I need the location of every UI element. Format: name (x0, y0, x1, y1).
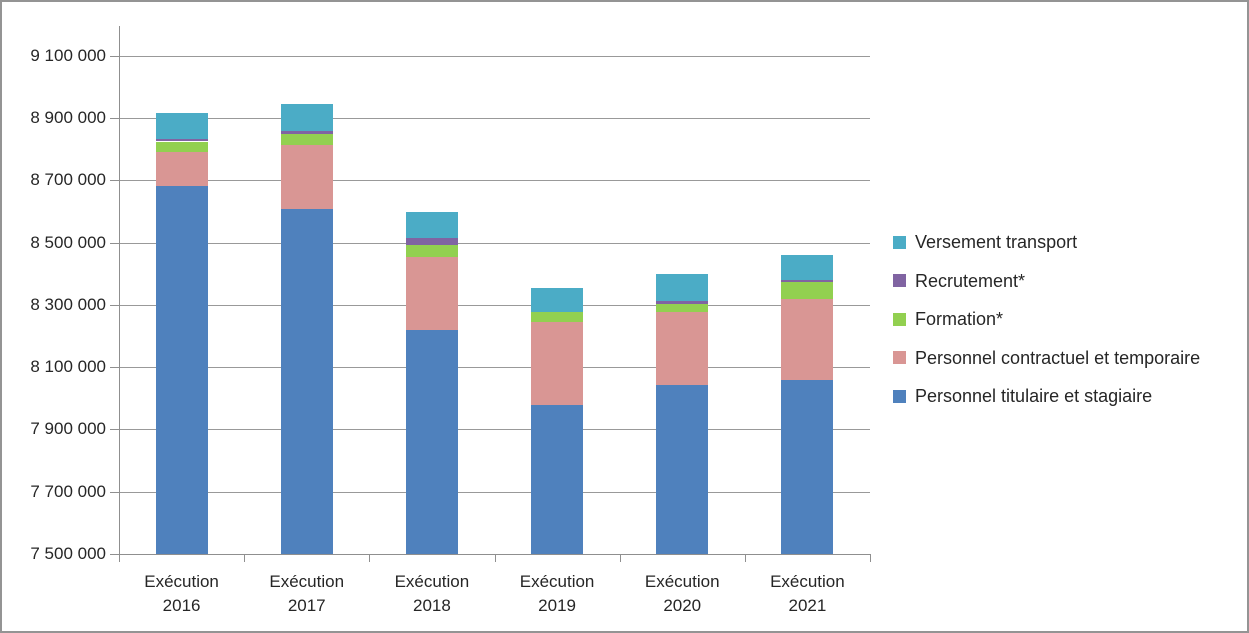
bar-segment-recrutement- (405, 237, 458, 245)
legend-label: Personnel titulaire et stagiaire (915, 386, 1153, 407)
y-axis-label: 7 700 000 (30, 481, 106, 501)
horizontal-gridline (119, 304, 870, 306)
y-axis-tick (110, 180, 119, 182)
bar-segment-versement-transport (280, 104, 333, 132)
bar-segment-formation- (531, 311, 584, 323)
bar-segment-personnel-contractuel-et-temporaire (405, 257, 458, 330)
legend-swatch (893, 312, 906, 326)
bar-segment-versement-transport (531, 287, 584, 312)
x-axis-tick (494, 554, 496, 562)
bar-segment-formation- (656, 303, 709, 312)
y-axis-tick (110, 367, 119, 369)
bar-segment-formation- (155, 141, 208, 153)
horizontal-gridline (119, 429, 870, 431)
y-axis-label: 8 100 000 (30, 357, 106, 377)
y-axis-tick (110, 304, 119, 306)
bar-segment-personnel-contractuel-et-temporaire (781, 298, 834, 381)
horizontal-gridline (119, 242, 870, 244)
legend-item: Recrutement* (893, 270, 1025, 292)
legend-swatch (893, 235, 906, 249)
y-axis-tick (110, 242, 119, 244)
category-label-year: 2020 (663, 596, 702, 615)
category-label: Exécution 2018 (369, 570, 494, 618)
bar-segment-recrutement- (280, 131, 333, 135)
y-axis-label: 7 500 000 (30, 544, 106, 563)
legend-swatch (893, 351, 906, 365)
x-axis-tick (744, 554, 746, 562)
category-label: Exécution 2021 (745, 570, 870, 618)
legend-item: Personnel titulaire et stagiaire (893, 385, 1152, 407)
y-axis-label: 9 100 000 (30, 45, 106, 65)
bar-segment-personnel-titulaire-et-stagiaire (155, 186, 208, 554)
x-axis-tick (870, 554, 871, 562)
bar-segment-personnel-titulaire-et-stagiaire (781, 380, 834, 554)
y-axis-label: 8 500 000 (30, 232, 106, 252)
legend-swatch (893, 389, 906, 403)
bar-segment-versement-transport (405, 211, 458, 238)
y-axis-label: 8 300 000 (30, 294, 106, 314)
bar-segment-personnel-contractuel-et-temporaire (531, 322, 584, 406)
bar-segment-recrutement- (155, 139, 208, 142)
y-axis-label: 8 900 000 (30, 108, 106, 128)
horizontal-gridline (119, 367, 870, 369)
x-axis-line (119, 554, 870, 555)
bar-segment-personnel-titulaire-et-stagiaire (280, 209, 333, 554)
category-label-year: 2019 (538, 596, 576, 615)
horizontal-gridline (119, 491, 870, 493)
bar-segment-recrutement- (656, 300, 709, 304)
x-axis-tick (619, 554, 621, 562)
category-label-year: 2017 (287, 596, 326, 615)
horizontal-gridline (119, 180, 870, 182)
bar-segment-personnel-titulaire-et-stagiaire (531, 405, 584, 554)
category-label: Exécution 2019 (495, 570, 620, 618)
legend-label: Recrutement* (915, 270, 1026, 291)
bar-segment-recrutement- (781, 279, 834, 282)
horizontal-gridline (119, 55, 870, 57)
y-axis-label: 8 700 000 (30, 170, 106, 190)
bar-segment-personnel-contractuel-et-temporaire (280, 145, 333, 210)
horizontal-gridline (119, 118, 870, 120)
y-axis-tick (110, 118, 119, 120)
bar-segment-versement-transport (781, 254, 834, 280)
category-label-year: 2018 (412, 596, 451, 615)
legend-label: Versement transport (915, 232, 1078, 252)
legend-label: Formation* (915, 309, 1004, 330)
y-axis-tick (110, 491, 119, 493)
bar-segment-personnel-contractuel-et-temporaire (656, 311, 709, 386)
bar-segment-personnel-titulaire-et-stagiaire (656, 385, 709, 554)
category-label: Exécution 2020 (620, 570, 745, 618)
legend-item: Versement transport (893, 231, 1077, 253)
bar-segment-personnel-titulaire-et-stagiaire (405, 329, 458, 554)
legend-swatch (893, 274, 906, 288)
bar-segment-personnel-contractuel-et-temporaire (155, 152, 208, 187)
category-label-year: 2021 (788, 596, 827, 615)
y-axis-tick (110, 554, 119, 555)
y-axis-tick (110, 55, 119, 57)
bar-segment-formation- (781, 281, 834, 299)
category-label-year: 2016 (162, 596, 201, 615)
y-axis-label: 7 900 000 (30, 419, 106, 439)
x-axis-tick (244, 554, 246, 562)
legend-item: Formation* (893, 308, 1003, 330)
x-axis-tick (369, 554, 371, 562)
bar-segment-formation- (280, 134, 333, 146)
legend-label: Personnel contractuel et temporaire (915, 347, 1201, 368)
y-axis-line (119, 26, 120, 562)
bar-segment-versement-transport (155, 112, 208, 139)
bar-segment-versement-transport (656, 274, 709, 301)
bar-segment-formation- (405, 244, 458, 257)
category-label: Exécution 2016 (119, 570, 244, 618)
y-axis-tick (110, 429, 119, 431)
legend-item: Personnel contractuel et temporaire (893, 347, 1200, 369)
category-label: Exécution 2017 (244, 570, 369, 618)
